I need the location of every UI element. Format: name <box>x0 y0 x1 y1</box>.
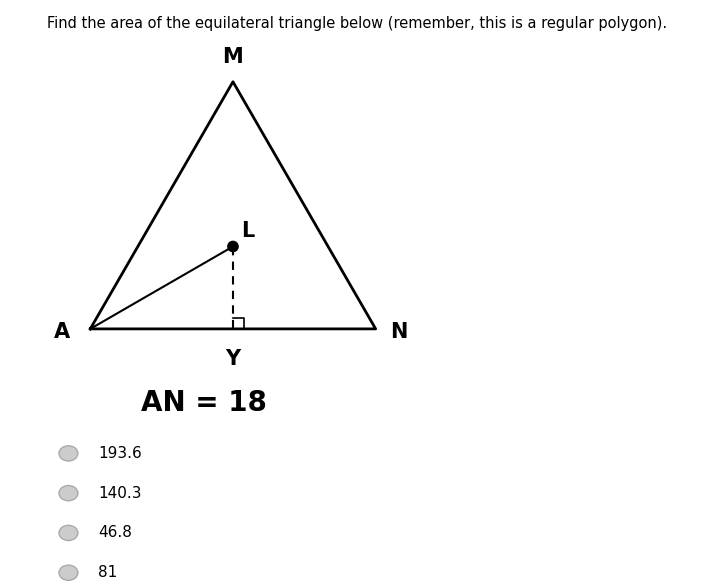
Text: 140.3: 140.3 <box>98 486 142 501</box>
Circle shape <box>228 242 238 252</box>
Text: L: L <box>242 221 255 241</box>
Text: Find the area of the equilateral triangle below (remember, this is a regular pol: Find the area of the equilateral triangl… <box>47 16 668 31</box>
Text: 46.8: 46.8 <box>98 525 132 541</box>
Text: A: A <box>54 322 71 342</box>
Text: Y: Y <box>226 349 240 369</box>
Text: AN = 18: AN = 18 <box>141 389 266 417</box>
Text: N: N <box>390 322 407 342</box>
Text: M: M <box>223 47 243 67</box>
Text: 193.6: 193.6 <box>98 446 142 461</box>
Text: 81: 81 <box>98 565 117 580</box>
